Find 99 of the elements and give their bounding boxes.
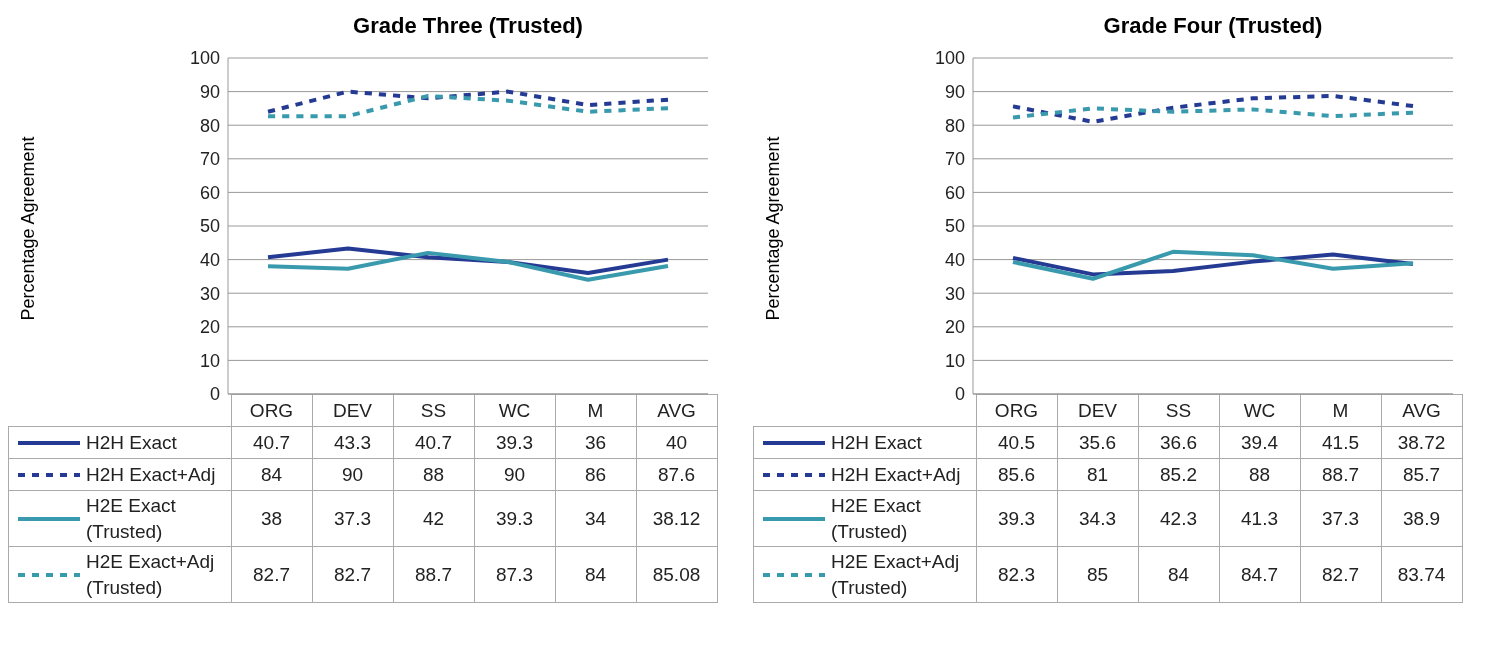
- data-label: 90: [312, 458, 393, 491]
- y-tick-label: 40: [199, 249, 220, 270]
- legend-label: H2H Exact+Adj: [831, 462, 962, 487]
- legend-label: H2E Exact+Adj (Trusted): [86, 549, 216, 600]
- data-label: 85: [1057, 546, 1138, 603]
- data-label: 84: [1138, 546, 1219, 603]
- data-label: 86: [555, 458, 636, 491]
- data-label: 38.72: [1381, 426, 1462, 459]
- data-label: 39.3: [474, 490, 555, 547]
- y-tick-label: 40: [944, 249, 965, 270]
- y-tick-label: 0: [954, 384, 965, 405]
- data-label: 88: [1219, 458, 1300, 491]
- data-label: 43.3: [312, 426, 393, 459]
- data-label: 35.6: [1057, 426, 1138, 459]
- data-label: 36.6: [1138, 426, 1219, 459]
- data-label: 85.6: [976, 458, 1057, 491]
- data-label: 39.3: [976, 490, 1057, 547]
- y-tick-label: 50: [944, 216, 965, 237]
- data-label: 84.7: [1219, 546, 1300, 603]
- x-tick-label: AVG: [636, 394, 717, 427]
- data-label: 40.7: [393, 426, 474, 459]
- data-label: 85.7: [1381, 458, 1462, 491]
- data-label: 88: [393, 458, 474, 491]
- legend-label: H2E Exact+Adj (Trusted): [831, 549, 961, 600]
- line-series: [1011, 106, 1415, 120]
- data-label: 85.2: [1138, 458, 1219, 491]
- legend-label: H2H Exact+Adj: [86, 462, 217, 487]
- data-label: 87.6: [636, 458, 717, 491]
- y-tick-label: 80: [944, 115, 965, 136]
- data-label: 85.08: [636, 546, 717, 603]
- data-label: 36: [555, 426, 636, 459]
- data-label: 38.12: [636, 490, 717, 547]
- x-tick-label: ORG: [231, 394, 312, 427]
- x-tick-label: M: [555, 394, 636, 427]
- x-tick-label: AVG: [1381, 394, 1462, 427]
- data-label: 40.5: [976, 426, 1057, 459]
- legend-label: H2E Exact (Trusted): [831, 493, 922, 544]
- data-label: 82.7: [312, 546, 393, 603]
- line-series: [266, 93, 670, 119]
- y-tick-label: 30: [944, 283, 965, 304]
- x-tick-label: M: [1300, 394, 1381, 427]
- data-label: 37.3: [1300, 490, 1381, 547]
- y-tick-label: 60: [199, 182, 220, 203]
- y-tick-label: 0: [209, 384, 220, 405]
- data-label: 38.9: [1381, 490, 1462, 547]
- line-series: [1011, 93, 1415, 124]
- data-label: 82.7: [1300, 546, 1381, 603]
- data-label: 40.7: [231, 426, 312, 459]
- data-label: 84: [231, 458, 312, 491]
- chart-title: Grade Three (Trusted): [352, 12, 584, 40]
- x-tick-label: DEV: [312, 394, 393, 427]
- y-tick-label: 90: [944, 81, 965, 102]
- data-label: 81: [1057, 458, 1138, 491]
- y-axis-title: Percentage Agreement: [762, 135, 784, 321]
- legend-label: H2E Exact (Trusted): [86, 493, 177, 544]
- y-tick-label: 10: [199, 350, 220, 371]
- y-tick-label: 20: [199, 317, 220, 338]
- y-tick-label: 20: [944, 317, 965, 338]
- y-tick-label: 60: [944, 182, 965, 203]
- data-label: 83.74: [1381, 546, 1462, 603]
- data-label: 42.3: [1138, 490, 1219, 547]
- data-label: 42: [393, 490, 474, 547]
- y-tick-label: 70: [944, 149, 965, 170]
- data-label: 37.3: [312, 490, 393, 547]
- x-tick-label: ORG: [976, 394, 1057, 427]
- y-tick-label: 100: [934, 48, 965, 69]
- y-axis-title: Percentage Agreement: [17, 135, 39, 321]
- legend-label: H2H Exact: [86, 430, 178, 455]
- data-label: 82.3: [976, 546, 1057, 603]
- y-tick-label: 50: [199, 216, 220, 237]
- data-label: 41.3: [1219, 490, 1300, 547]
- y-tick-label: 100: [189, 48, 220, 69]
- data-label: 34.3: [1057, 490, 1138, 547]
- data-label: 90: [474, 458, 555, 491]
- data-label: 34: [555, 490, 636, 547]
- y-tick-label: 80: [199, 115, 220, 136]
- data-label: 39.3: [474, 426, 555, 459]
- y-tick-label: 10: [944, 350, 965, 371]
- line-series: [266, 250, 670, 282]
- data-label: 82.7: [231, 546, 312, 603]
- data-label: 39.4: [1219, 426, 1300, 459]
- line-series: [266, 89, 670, 114]
- legend-label: H2H Exact: [831, 430, 923, 455]
- data-label: 88.7: [1300, 458, 1381, 491]
- chart-title: Grade Four (Trusted): [1102, 12, 1324, 40]
- x-tick-label: SS: [1138, 394, 1219, 427]
- y-tick-label: 70: [199, 149, 220, 170]
- y-tick-label: 30: [199, 283, 220, 304]
- x-tick-label: DEV: [1057, 394, 1138, 427]
- x-tick-label: WC: [474, 394, 555, 427]
- data-label: 88.7: [393, 546, 474, 603]
- data-label: 87.3: [474, 546, 555, 603]
- x-tick-label: SS: [393, 394, 474, 427]
- data-label: 38: [231, 490, 312, 547]
- y-tick-label: 90: [199, 81, 220, 102]
- data-label: 84: [555, 546, 636, 603]
- x-tick-label: WC: [1219, 394, 1300, 427]
- data-label: 41.5: [1300, 426, 1381, 459]
- data-label: 40: [636, 426, 717, 459]
